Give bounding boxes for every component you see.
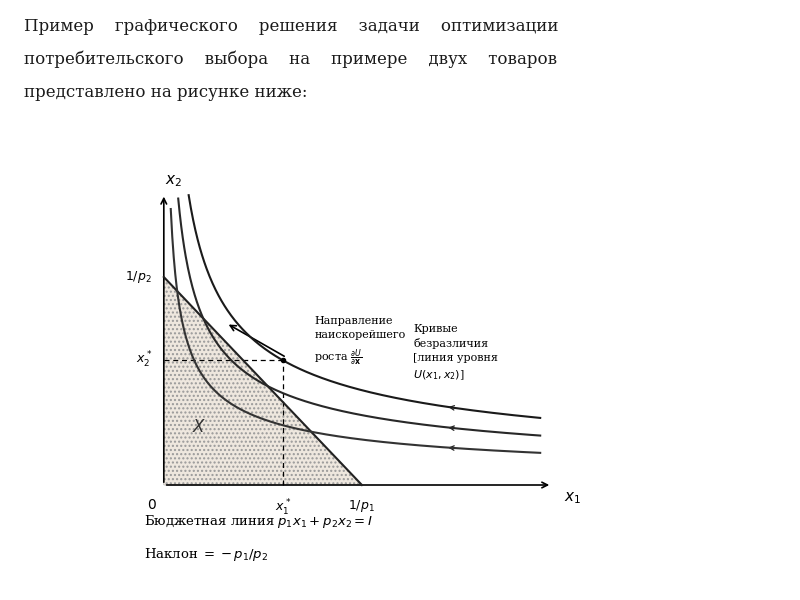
Text: $x_2$: $x_2$ [165, 173, 182, 188]
Text: потребительского    выбора    на    примере    двух    товаров: потребительского выбора на примере двух … [24, 51, 557, 68]
Polygon shape [164, 277, 362, 485]
Text: $1/p_1$: $1/p_1$ [349, 498, 375, 514]
Text: $0$: $0$ [147, 498, 157, 512]
Text: Пример    графического    решения    задачи    оптимизации: Пример графического решения задачи оптим… [24, 18, 558, 35]
Text: Направление
наискорейшего
роста $\frac{\partial U}{\partial \mathbf{x}}$: Направление наискорейшего роста $\frac{\… [314, 316, 406, 368]
Text: $1/p_2$: $1/p_2$ [126, 269, 152, 285]
Text: $X$: $X$ [192, 419, 206, 436]
Text: Бюджетная линия $p_1 x_1+p_2 x_2=I$: Бюджетная линия $p_1 x_1+p_2 x_2=I$ [144, 513, 373, 530]
Text: $x_1$: $x_1$ [564, 490, 581, 506]
Text: $x_1^*$: $x_1^*$ [274, 498, 290, 518]
Text: Наклон $=-p_1/p_2$: Наклон $=-p_1/p_2$ [144, 546, 268, 563]
Text: Кривые
безразличия
[линия уровня
$U(x_1, x_2)$]: Кривые безразличия [линия уровня $U(x_1,… [414, 324, 498, 382]
Text: представлено на рисунке ниже:: представлено на рисунке ниже: [24, 84, 307, 101]
Text: $x_2^*$: $x_2^*$ [136, 350, 152, 370]
